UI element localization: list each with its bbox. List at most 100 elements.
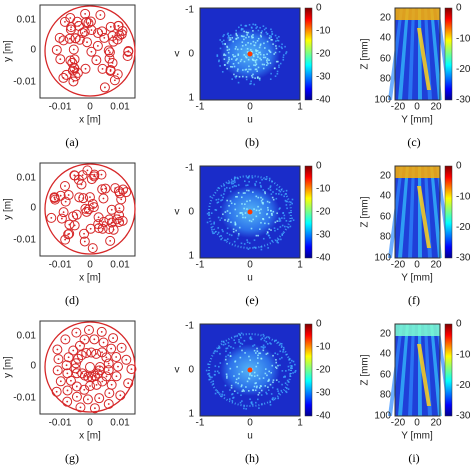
speckle (216, 54, 219, 56)
speckle (241, 349, 243, 352)
speckle (255, 352, 257, 354)
element-dot (68, 37, 71, 40)
element (92, 368, 103, 379)
speckle (285, 193, 288, 195)
y-tick-label: -0.01 (13, 393, 36, 404)
element (63, 229, 74, 240)
element-dot (111, 62, 114, 64)
speckle (263, 42, 265, 45)
element (112, 69, 123, 80)
speckle (252, 23, 254, 26)
element-dot (113, 79, 116, 82)
axes-box (199, 165, 301, 259)
element-dot (74, 37, 77, 40)
element-dot (115, 375, 118, 378)
element (65, 55, 76, 66)
element-dot (120, 33, 123, 36)
speckle (223, 54, 225, 56)
speckle (253, 64, 255, 66)
element-dot (83, 240, 86, 243)
speckle (222, 35, 224, 38)
speckle (227, 37, 230, 39)
element-dot (98, 397, 101, 400)
speckle (278, 189, 280, 192)
speckle (211, 228, 213, 231)
speckle (268, 378, 270, 381)
element (79, 370, 90, 381)
element (97, 63, 108, 74)
speckle (254, 389, 257, 392)
speckle (269, 78, 272, 80)
speckle (262, 347, 265, 349)
colorbar-tick-label: -20 (456, 380, 471, 391)
element (96, 326, 107, 337)
speckle (237, 377, 240, 380)
speckle (246, 241, 249, 244)
element (91, 55, 102, 66)
speckle (269, 403, 272, 406)
element (103, 358, 114, 369)
speckle (287, 365, 290, 368)
y-tick-label: 40 (380, 349, 392, 360)
speckle (205, 369, 208, 372)
speckle (254, 68, 257, 71)
element (103, 399, 114, 410)
speckle (240, 385, 243, 388)
panel-label: (d) (65, 293, 79, 307)
speckle (243, 390, 245, 392)
speckle (212, 232, 214, 235)
speckle (254, 41, 257, 44)
element (108, 333, 119, 344)
speckle (245, 386, 247, 388)
speckle (215, 198, 218, 201)
speckle (262, 237, 265, 240)
element-dot (79, 344, 81, 347)
speckle (281, 234, 284, 236)
aperture (44, 321, 136, 413)
element-dot (67, 194, 70, 196)
speckle (257, 29, 260, 32)
element (114, 210, 125, 221)
element-dot (95, 352, 98, 355)
speckle (272, 354, 274, 357)
speckle (288, 358, 290, 361)
speckle (264, 368, 267, 370)
element-dot (75, 213, 78, 216)
speckle (231, 393, 233, 396)
speckle (220, 235, 223, 237)
element (54, 32, 65, 43)
element-dot (115, 356, 118, 358)
speckle (218, 60, 220, 63)
speckle (256, 70, 258, 73)
element-dot (59, 58, 62, 61)
speckle (285, 220, 288, 222)
speckle (237, 81, 240, 84)
y-tick-label: 0 (30, 203, 36, 214)
y-tick-label: 1 (188, 93, 194, 104)
speckle (231, 66, 234, 68)
element-dot (79, 406, 82, 409)
speckle (230, 181, 233, 183)
element (121, 187, 132, 198)
speckle (223, 193, 225, 195)
panel-label: (i) (408, 451, 419, 465)
speckle (226, 199, 228, 202)
speckle (217, 227, 220, 229)
speckle (226, 375, 228, 378)
speckle (225, 347, 228, 350)
speckle (229, 37, 231, 39)
y-tick-label: 0.01 (17, 331, 37, 342)
speckle (264, 56, 267, 59)
element (59, 16, 70, 27)
speckle (242, 216, 244, 219)
element (95, 9, 106, 20)
element-dot (117, 24, 120, 27)
element (83, 204, 94, 215)
element (106, 379, 117, 390)
speckle (271, 180, 273, 183)
speckle (243, 407, 245, 410)
speckle (214, 370, 216, 373)
speckle (275, 361, 278, 364)
speckle (213, 350, 216, 353)
